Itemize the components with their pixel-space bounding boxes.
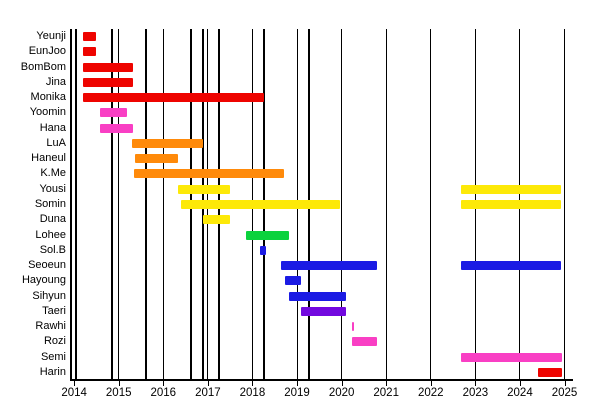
timeline-bar-yousi: [461, 184, 562, 194]
timeline-bar-hana: [99, 123, 133, 133]
timeline-bar-yoomin: [99, 108, 128, 118]
year-tick-label: 2019: [284, 387, 310, 399]
member-label: Haneul: [31, 152, 66, 165]
member-label: Somin: [34, 198, 66, 210]
year-tick: [252, 381, 254, 386]
timeline-bar-seoeun: [280, 261, 378, 271]
member-label: Yeunji: [36, 30, 66, 43]
year-gridline: [385, 29, 387, 380]
member-label: Monika: [30, 91, 66, 104]
release-event-line: [111, 29, 114, 380]
year-tick: [475, 381, 477, 386]
timeline-bar-solb: [259, 245, 267, 255]
member-label: Lohee: [35, 228, 66, 241]
timeline-bar-semi: [461, 352, 563, 362]
member-label: K.Me: [40, 167, 66, 180]
member-label: Semi: [40, 350, 66, 363]
year-tick-label: 2014: [61, 387, 87, 399]
year-tick-label: 2016: [150, 387, 177, 399]
timeline-bar-jina: [83, 77, 133, 87]
year-tick-label: 2022: [417, 387, 444, 399]
member-label: Jina: [45, 75, 66, 88]
timeline-bar-duna: [202, 215, 231, 225]
member-label: Seoeun: [28, 259, 66, 272]
member-label: Harin: [39, 365, 66, 378]
year-tick: [386, 381, 388, 386]
release-event-line: [144, 29, 147, 380]
year-tick-label: 2020: [328, 387, 355, 399]
year-tick-label: 2018: [239, 387, 266, 399]
member-label: Hana: [39, 121, 66, 134]
timeline-bar-seoeun: [461, 261, 562, 271]
member-label: Rawhi: [35, 320, 66, 333]
timeline-bar-rozi: [351, 337, 377, 347]
timeline-bar-rawhi: [351, 322, 355, 332]
timeline-bar-kme: [134, 169, 285, 179]
year-tick-label: 2024: [507, 387, 533, 399]
member-label: Duna: [39, 213, 66, 226]
timeline-bar-hayoung: [284, 276, 302, 286]
release-event-line: [74, 29, 77, 380]
timeline-bar-harin: [537, 367, 563, 377]
year-tick: [74, 381, 76, 386]
member-label: LuA: [46, 136, 66, 149]
year-gridline: [430, 29, 432, 380]
year-gridline: [118, 29, 120, 380]
year-tick-label: 2017: [195, 387, 221, 399]
year-gridline: [341, 29, 343, 380]
year-tick: [430, 381, 432, 386]
member-label: EunJoo: [28, 45, 66, 58]
timeline-bar-somin: [461, 200, 562, 209]
year-tick-label: 2023: [462, 387, 489, 399]
timeline-bar-somin: [180, 200, 341, 209]
member-label: BomBom: [20, 60, 66, 73]
x-axis: [70, 379, 573, 381]
timeline-bar-lua: [131, 138, 204, 148]
timeline-bar-monika: [83, 93, 264, 103]
year-tick-label: 2015: [105, 387, 132, 399]
member-label: Taeri: [42, 304, 66, 317]
member-label: Sihyun: [32, 289, 66, 302]
year-gridline: [564, 29, 566, 380]
member-label: Sol.B: [39, 243, 66, 256]
timeline-bar-yousi: [178, 184, 231, 194]
year-gridline: [162, 29, 164, 380]
year-tick: [297, 381, 299, 386]
timeline-bar-taeri: [301, 306, 347, 316]
member-label: Yoomin: [29, 106, 66, 119]
year-tick: [163, 381, 165, 386]
year-tick: [519, 381, 521, 386]
member-label: Hayoung: [21, 274, 66, 287]
year-tick-label: 2021: [373, 387, 399, 399]
member-label: Rozi: [43, 335, 66, 348]
year-tick: [118, 381, 120, 386]
timeline-bar-eunjoo: [83, 47, 97, 57]
year-tick-label: 2025: [551, 387, 578, 399]
year-tick: [207, 381, 209, 386]
timeline-bar-lohee: [246, 230, 290, 240]
year-tick: [564, 381, 566, 386]
timeline-bar-sihyun: [289, 291, 347, 301]
timeline-bar-haneul: [134, 154, 179, 164]
member-label: Yousi: [39, 182, 66, 195]
year-tick: [341, 381, 343, 386]
timeline-bar-yeunji: [83, 32, 97, 42]
timeline-bar-bombom: [83, 62, 134, 72]
y-axis: [70, 29, 72, 381]
